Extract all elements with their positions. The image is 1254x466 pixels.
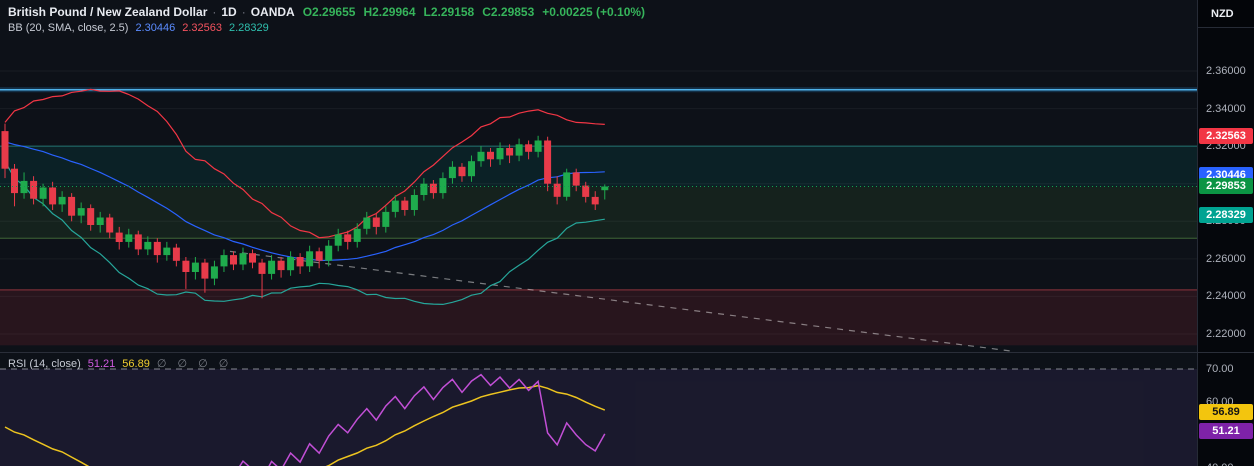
price-tick-label: 2.36000 xyxy=(1206,65,1246,77)
close-label: C xyxy=(482,5,491,19)
price-tick-label: 2.24000 xyxy=(1206,290,1246,303)
price-tick-label: 2.26000 xyxy=(1206,252,1246,265)
high-label: H xyxy=(363,5,373,19)
price-axis[interactable]: NZD 2.360002.340002.320002.300002.280002… xyxy=(1197,0,1254,466)
price-label-bb-lower: 2.28329 xyxy=(1199,207,1253,224)
bb-upper-value: 2.32563 xyxy=(182,22,222,34)
rsi-tick-label: 70.00 xyxy=(1206,363,1234,375)
rsi-indicator-legend[interactable]: RSI (14, close) 51.21 56.89 ∅ ∅ ∅ ∅ xyxy=(8,357,233,371)
rsi-plot xyxy=(4,373,606,466)
pane-separator[interactable] xyxy=(0,352,1254,353)
chart-canvas xyxy=(0,70,1197,466)
high-price: 2.29964 xyxy=(372,5,416,19)
rsi-value: 51.21 xyxy=(87,357,116,370)
separator-dot: · xyxy=(212,5,217,19)
open-label: O xyxy=(302,5,313,19)
hidden-indicator-values: ∅ ∅ ∅ ∅ xyxy=(156,358,233,370)
price-tick-label: 2.22000 xyxy=(1206,328,1246,340)
price-label-last-price: 2.29853 xyxy=(1199,178,1253,195)
rsi-ma-value: 56.89 xyxy=(122,357,150,370)
bollinger-bands xyxy=(4,88,605,306)
low-label: L xyxy=(423,5,431,19)
rsi-label-ma: 56.89 xyxy=(1199,404,1253,421)
price-tick-label: 2.34000 xyxy=(1206,102,1246,115)
axis-currency-header: NZD xyxy=(1198,0,1254,28)
rsi-label-value: 51.21 xyxy=(1199,423,1253,439)
close-price: 2.29853 xyxy=(490,5,535,19)
high-value: H2.29964 xyxy=(363,5,415,19)
candlestick-chart[interactable] xyxy=(0,0,1197,466)
close-value: C2.29853 xyxy=(482,5,534,19)
low-value: L2.29158 xyxy=(424,5,475,19)
bb-indicator-legend[interactable]: BB (20, SMA, close, 2.5) 2.30446 2.32563… xyxy=(8,22,269,34)
currency-code: NZD xyxy=(1211,7,1234,20)
bb-lower-value: 2.28329 xyxy=(228,22,269,34)
symbol-legend: British Pound / New Zealand Dollar · 1D … xyxy=(8,5,645,19)
price-label-bb-upper: 2.32563 xyxy=(1199,127,1253,144)
low-price: 2.29158 xyxy=(430,5,475,19)
bb-basis-value: 2.30446 xyxy=(135,22,176,34)
rsi-label: RSI (14, close) xyxy=(8,357,81,370)
bb-label: BB (20, SMA, close, 2.5) xyxy=(8,22,129,34)
symbol-title[interactable]: British Pound / New Zealand Dollar xyxy=(8,5,208,19)
exchange-label[interactable]: OANDA xyxy=(250,5,295,19)
interval-label[interactable]: 1D xyxy=(221,5,237,19)
open-price: 2.29655 xyxy=(312,5,356,19)
open-value: O2.29655 xyxy=(303,5,356,19)
rsi-tick-label: 40.00 xyxy=(1206,461,1234,466)
price-change: +0.00225 (+0.10%) xyxy=(542,5,646,19)
separator-dot: · xyxy=(241,5,246,19)
